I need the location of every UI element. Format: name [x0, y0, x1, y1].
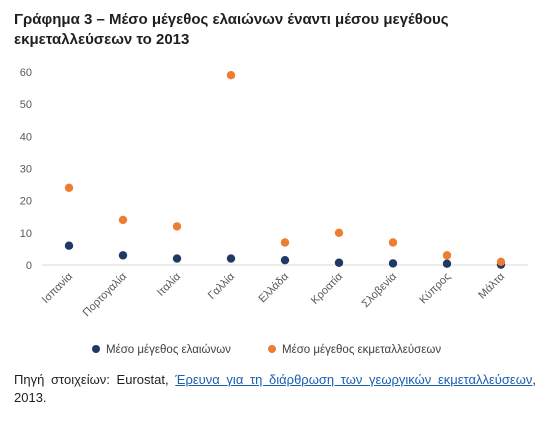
- data-point: [118, 215, 128, 225]
- y-tick-label: 40: [20, 131, 32, 143]
- y-axis-ticks: 0 10 20 30 40 50 60: [20, 67, 32, 272]
- data-point: [496, 257, 506, 266]
- source-prefix: Πηγή στοιχείων: Eurostat,: [14, 372, 176, 387]
- chart: 0 10 20 30 40 50 60 Ισπανία Πορτογαλία Ιταλία Γαλ…: [20, 67, 528, 356]
- x-tick-label: Πορτογαλία: [81, 270, 130, 319]
- legend-marker: [92, 345, 100, 353]
- data-point: [172, 254, 182, 263]
- legend-marker: [268, 345, 276, 353]
- chart-legend: Μέσο μέγεθος ελαιώνων Μέσο μέγεθος εκμετα…: [92, 344, 441, 356]
- chart-series: [64, 71, 506, 269]
- y-tick-label: 20: [20, 196, 32, 208]
- y-tick-label: 10: [20, 228, 32, 240]
- chart-title: Γράφημα 3 – Μέσο μέγεθος ελαιώνων έναντι…: [14, 11, 449, 48]
- data-point: [388, 238, 398, 247]
- data-point: [226, 254, 236, 263]
- x-tick-label: Ιταλία: [155, 270, 184, 299]
- x-tick-label: Μάλτα: [476, 270, 507, 301]
- data-point: [280, 255, 290, 265]
- x-tick-label: Γαλλία: [206, 270, 238, 302]
- y-tick-label: 60: [20, 67, 32, 79]
- x-tick-label: Κύπρος: [417, 271, 453, 307]
- data-point: [280, 238, 290, 247]
- data-point: [442, 251, 452, 260]
- data-point: [334, 258, 344, 267]
- data-point: [388, 259, 398, 268]
- y-tick-label: 50: [20, 99, 32, 111]
- x-tick-label: Ισπανία: [40, 270, 76, 306]
- x-tick-label: Κροατία: [309, 270, 346, 307]
- data-point: [226, 71, 236, 80]
- data-point: [334, 228, 344, 238]
- x-axis-ticks: Ισπανία Πορτογαλία Ιταλία Γαλλία Ελλάδα Κροατ…: [40, 270, 508, 319]
- data-point: [118, 251, 128, 260]
- source-suffix: , 2013.: [14, 372, 536, 405]
- y-tick-label: 30: [20, 164, 32, 176]
- data-point: [64, 241, 74, 250]
- legend-label: Μέσο μέγεθος εκμεταλλεύσεων: [282, 344, 441, 356]
- source-link[interactable]: Έρευνα για τη διάρθρωση των γεωργικών εκ…: [175, 372, 533, 387]
- x-tick-label: Σλοβενία: [360, 270, 400, 310]
- source-note: Πηγή στοιχείων: Eurostat, Έρευνα για τη …: [14, 371, 536, 407]
- y-tick-label: 0: [26, 260, 32, 272]
- data-point: [442, 259, 452, 268]
- legend-label: Μέσο μέγεθος ελαιώνων: [106, 344, 231, 356]
- data-point: [64, 183, 74, 192]
- data-point: [172, 222, 182, 231]
- x-tick-label: Ελλάδα: [256, 270, 291, 305]
